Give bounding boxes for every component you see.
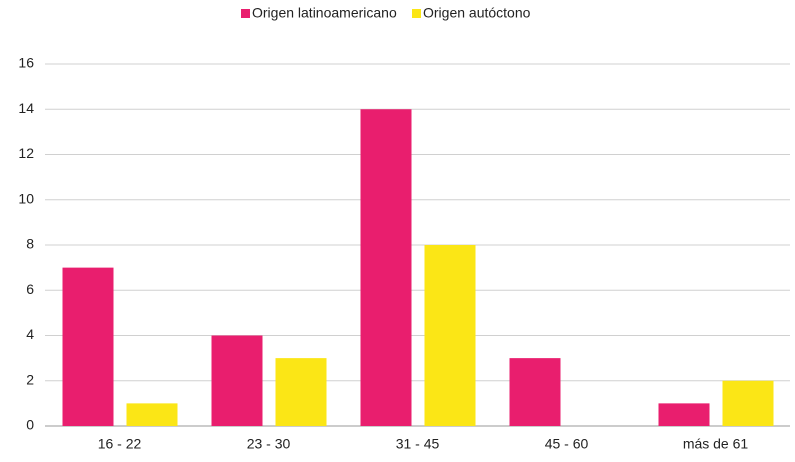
bar [722, 380, 774, 426]
x-tick-label: 45 - 60 [545, 436, 589, 452]
y-tick-label: 8 [26, 236, 34, 252]
y-tick-label: 2 [26, 371, 34, 387]
bar [658, 403, 710, 426]
bar [360, 109, 412, 426]
legend-label: Origen latinoamericano [252, 5, 397, 21]
y-tick-label: 16 [18, 55, 34, 71]
x-tick-label: 31 - 45 [396, 436, 440, 452]
y-tick-label: 10 [18, 190, 34, 206]
bar [126, 403, 178, 426]
y-tick-label: 14 [18, 100, 34, 116]
x-tick-label: 16 - 22 [98, 436, 142, 452]
y-tick-label: 4 [26, 326, 34, 342]
bar [211, 335, 263, 426]
y-tick-label: 12 [18, 145, 34, 161]
bar [424, 245, 476, 426]
x-tick-label: más de 61 [683, 436, 749, 452]
legend-label: Origen autóctono [423, 5, 531, 21]
legend-swatch [241, 9, 250, 18]
bar [62, 267, 114, 426]
y-tick-label: 6 [26, 281, 34, 297]
bar [275, 358, 327, 426]
legend-swatch [412, 9, 421, 18]
y-tick-label: 0 [26, 417, 34, 433]
bar [509, 358, 561, 426]
x-tick-label: 23 - 30 [247, 436, 291, 452]
